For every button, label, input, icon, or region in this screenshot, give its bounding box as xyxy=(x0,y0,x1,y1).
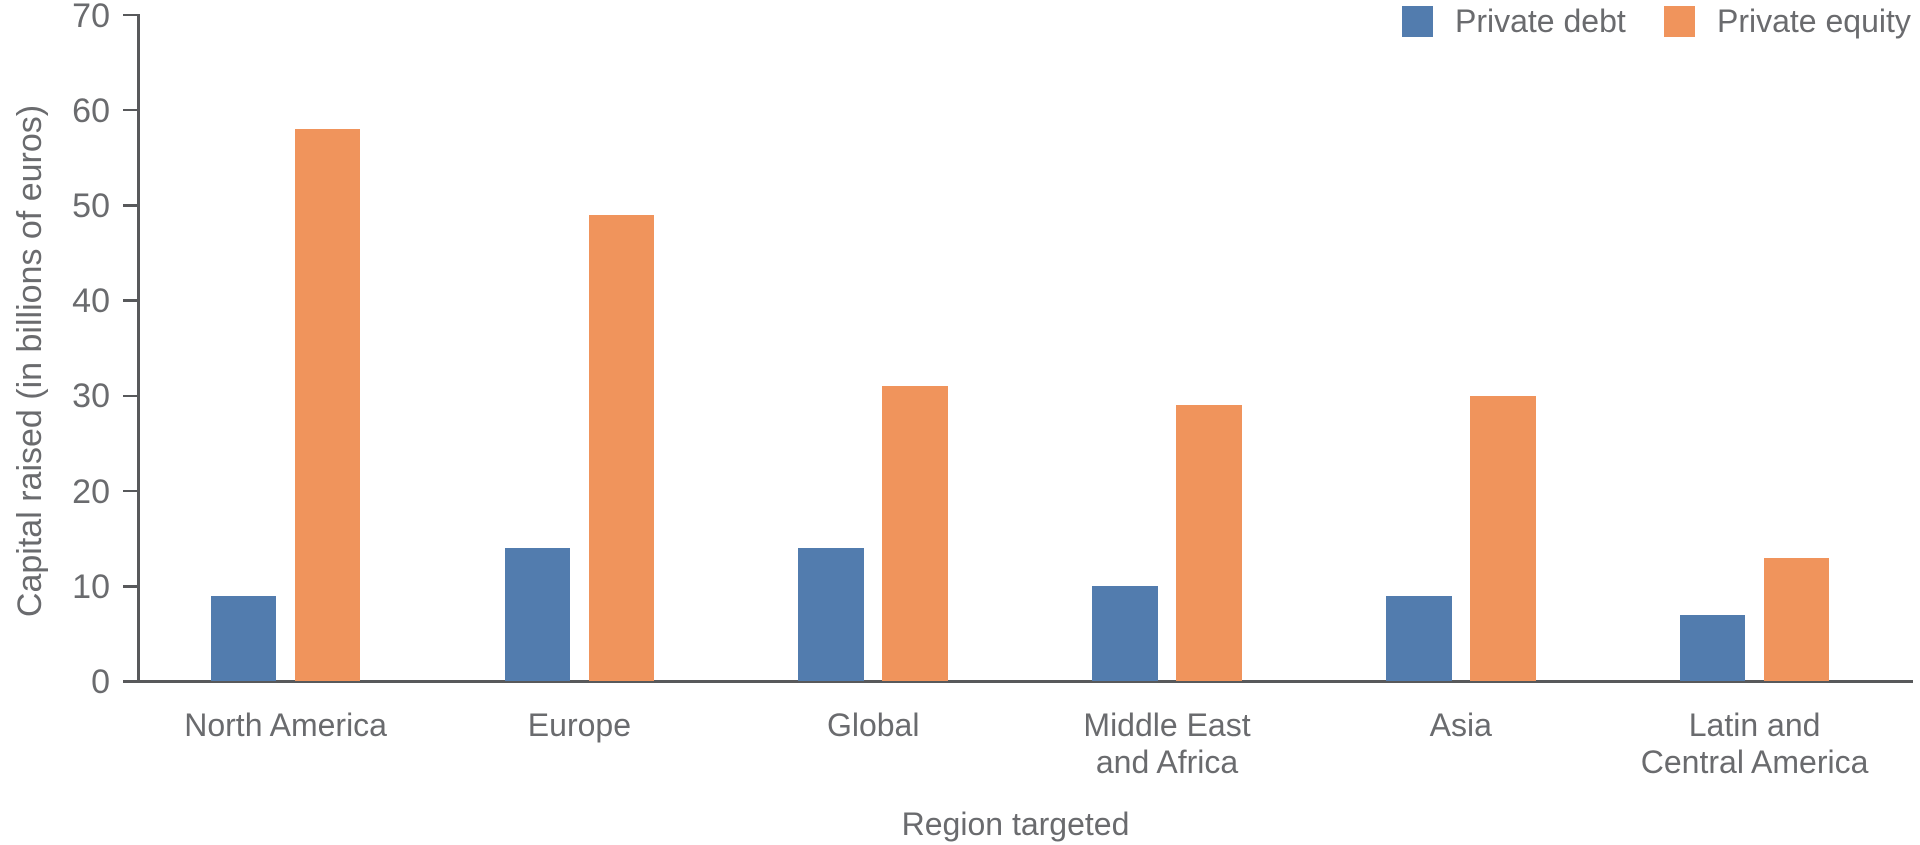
y-tick xyxy=(123,204,139,207)
y-tick xyxy=(123,108,139,112)
bar-private-equity xyxy=(1176,405,1242,682)
y-tick-label: 50 xyxy=(72,186,110,225)
legend-label: Private debt xyxy=(1455,3,1626,39)
bar-private-debt xyxy=(210,595,277,682)
y-axis-line xyxy=(137,13,140,683)
y-tick xyxy=(123,394,139,398)
legend-item-private-debt: Private debt xyxy=(1402,3,1626,39)
bar-private-equity xyxy=(1763,557,1830,682)
y-tick xyxy=(123,299,139,302)
y-tick-label: 60 xyxy=(72,91,110,130)
category-label: Europe xyxy=(527,706,631,743)
category-label: Middle East and Africa xyxy=(1083,706,1251,781)
bar-private-debt xyxy=(1386,595,1452,682)
y-tick xyxy=(123,585,139,588)
bar-private-equity xyxy=(294,129,361,682)
y-tick xyxy=(123,13,139,17)
y-tick-label: 0 xyxy=(91,663,110,701)
bar-private-debt xyxy=(1679,614,1746,682)
y-tick-label: 70 xyxy=(72,0,110,35)
bar-private-debt xyxy=(798,548,864,682)
bar-private-equity xyxy=(1470,395,1536,682)
bar-private-equity xyxy=(588,214,655,682)
y-tick-label: 20 xyxy=(72,472,110,511)
bar-private-debt xyxy=(504,548,571,682)
bar-private-equity xyxy=(882,386,948,682)
y-tick xyxy=(123,680,139,683)
y-tick xyxy=(123,489,139,493)
category-label: Global xyxy=(826,706,920,743)
category-label: North America xyxy=(184,706,387,743)
bar-private-debt xyxy=(1092,586,1158,682)
y-tick-label: 40 xyxy=(72,282,110,321)
category-label: Asia xyxy=(1429,706,1492,743)
x-axis-line xyxy=(123,680,1913,683)
legend-item-private-equity: Private equity xyxy=(1664,3,1911,39)
y-axis-title: Capital raised (in billions of euros) xyxy=(11,104,49,618)
y-tick-label: 10 xyxy=(72,567,110,606)
legend-label: Private equity xyxy=(1717,3,1911,39)
x-axis-title: Region targeted xyxy=(901,806,1130,842)
legend-swatch-icon xyxy=(1664,6,1695,37)
legend-swatch-icon xyxy=(1402,6,1433,37)
category-label: Latin and Central America xyxy=(1640,706,1869,781)
y-tick-label: 30 xyxy=(72,377,110,416)
